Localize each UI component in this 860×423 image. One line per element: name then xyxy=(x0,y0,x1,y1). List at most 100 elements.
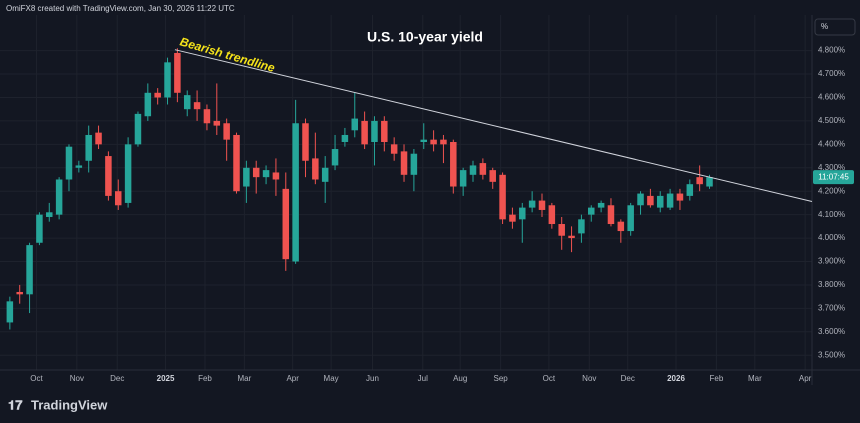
candle-body xyxy=(656,195,664,208)
candle-body xyxy=(193,102,201,110)
x-tick-label: Jul xyxy=(418,374,428,383)
candle-body xyxy=(627,205,634,232)
candle-body xyxy=(312,158,319,180)
x-tick-label: Mar xyxy=(237,374,251,383)
y-tick-label: 4.000% xyxy=(818,233,845,242)
candle-body xyxy=(607,205,615,225)
candle-body xyxy=(341,134,349,143)
candle-body xyxy=(430,139,437,145)
candle-body xyxy=(16,291,23,295)
candle-body xyxy=(292,123,299,262)
x-tick-label: Oct xyxy=(30,374,43,383)
candle-body xyxy=(450,142,457,187)
candle-body xyxy=(85,134,92,161)
candle-body xyxy=(469,165,477,175)
candle-body xyxy=(568,235,575,239)
candle-body xyxy=(154,92,161,98)
candle-body xyxy=(597,202,605,208)
x-tick-label: Feb xyxy=(198,374,212,383)
candle-body xyxy=(105,156,112,196)
candle-body xyxy=(183,95,191,110)
candle-body xyxy=(282,188,290,260)
candle-body xyxy=(6,301,14,323)
footer-logo-group: 𝟏𝟕 TradingView xyxy=(8,397,108,412)
x-tick-label: Apr xyxy=(286,374,299,383)
x-tick-label: Apr xyxy=(799,374,812,383)
candle-body xyxy=(213,120,221,126)
countdown-box xyxy=(813,170,854,185)
y-tick-label: 3.900% xyxy=(818,257,845,266)
candle-body xyxy=(36,214,43,243)
candle-body xyxy=(144,92,152,117)
candle-body xyxy=(272,172,280,180)
candle-body xyxy=(46,212,53,217)
candle-body xyxy=(203,109,211,124)
y-tick-label: 3.700% xyxy=(818,303,845,312)
candle-body xyxy=(588,207,595,215)
candle-body xyxy=(410,153,418,175)
x-tick-label: Mar xyxy=(748,374,762,383)
y-tick-label: 4.400% xyxy=(818,139,845,148)
candle-body xyxy=(489,170,496,182)
y-tick-label: 4.800% xyxy=(818,46,845,55)
candle-body xyxy=(459,170,467,187)
trendline xyxy=(174,49,813,203)
y-tick-label: 4.500% xyxy=(818,116,845,125)
candle-body xyxy=(647,195,654,206)
y-tick-label: 3.500% xyxy=(818,350,845,359)
candle-body xyxy=(390,144,398,154)
candle-body xyxy=(686,184,694,196)
x-tick-label: Nov xyxy=(582,374,596,383)
x-tick-label: 2026 xyxy=(667,374,685,383)
candle-body xyxy=(440,139,447,145)
candle-body xyxy=(55,179,63,215)
candle-body xyxy=(65,146,73,180)
candle-body xyxy=(706,177,713,187)
candle-body xyxy=(26,245,33,295)
unit-label: % xyxy=(821,22,828,31)
candle-body xyxy=(528,200,536,208)
unit-box[interactable] xyxy=(814,18,856,36)
x-tick-label: May xyxy=(324,374,339,383)
candle-body xyxy=(479,163,487,175)
x-tick-label: Dec xyxy=(110,374,124,383)
candle-body xyxy=(509,214,516,222)
candle-body xyxy=(548,205,556,225)
candle-body xyxy=(252,167,260,178)
candle-body xyxy=(134,113,142,145)
candle-body xyxy=(321,167,329,182)
candle-body xyxy=(164,62,171,98)
candle-body xyxy=(233,134,240,192)
x-tick-label: Oct xyxy=(543,374,556,383)
x-tick-label: Dec xyxy=(621,374,635,383)
countdown: 11:07:45 xyxy=(818,172,849,181)
candle-body xyxy=(371,120,378,143)
y-tick-label: 4.300% xyxy=(818,163,845,172)
candle-body xyxy=(174,52,181,93)
candle-body xyxy=(361,120,368,145)
candle-body xyxy=(223,123,230,140)
candle-body xyxy=(124,144,132,203)
candle-body xyxy=(519,207,526,220)
candle-body xyxy=(243,167,250,187)
x-tick-label: Nov xyxy=(70,374,84,383)
candle-body xyxy=(637,193,644,206)
y-tick-label: 4.600% xyxy=(818,93,845,102)
candle-body xyxy=(400,151,408,175)
footer-logo: TradingView xyxy=(31,397,108,412)
y-tick-label: 4.700% xyxy=(818,69,845,78)
candle-body xyxy=(95,132,102,145)
x-tick-label: Jun xyxy=(366,374,379,383)
candle-body xyxy=(381,120,388,143)
candle-body xyxy=(676,193,684,201)
candle-body xyxy=(499,174,506,220)
candle-body xyxy=(617,221,625,232)
candle-body xyxy=(115,191,122,206)
logo-icon: 𝟏𝟕 xyxy=(8,397,23,412)
header: OmiFX8 created with TradingView.com, Jan… xyxy=(6,4,235,13)
candle-body xyxy=(538,200,546,210)
candle-body xyxy=(75,165,83,168)
candle-body xyxy=(331,149,339,166)
